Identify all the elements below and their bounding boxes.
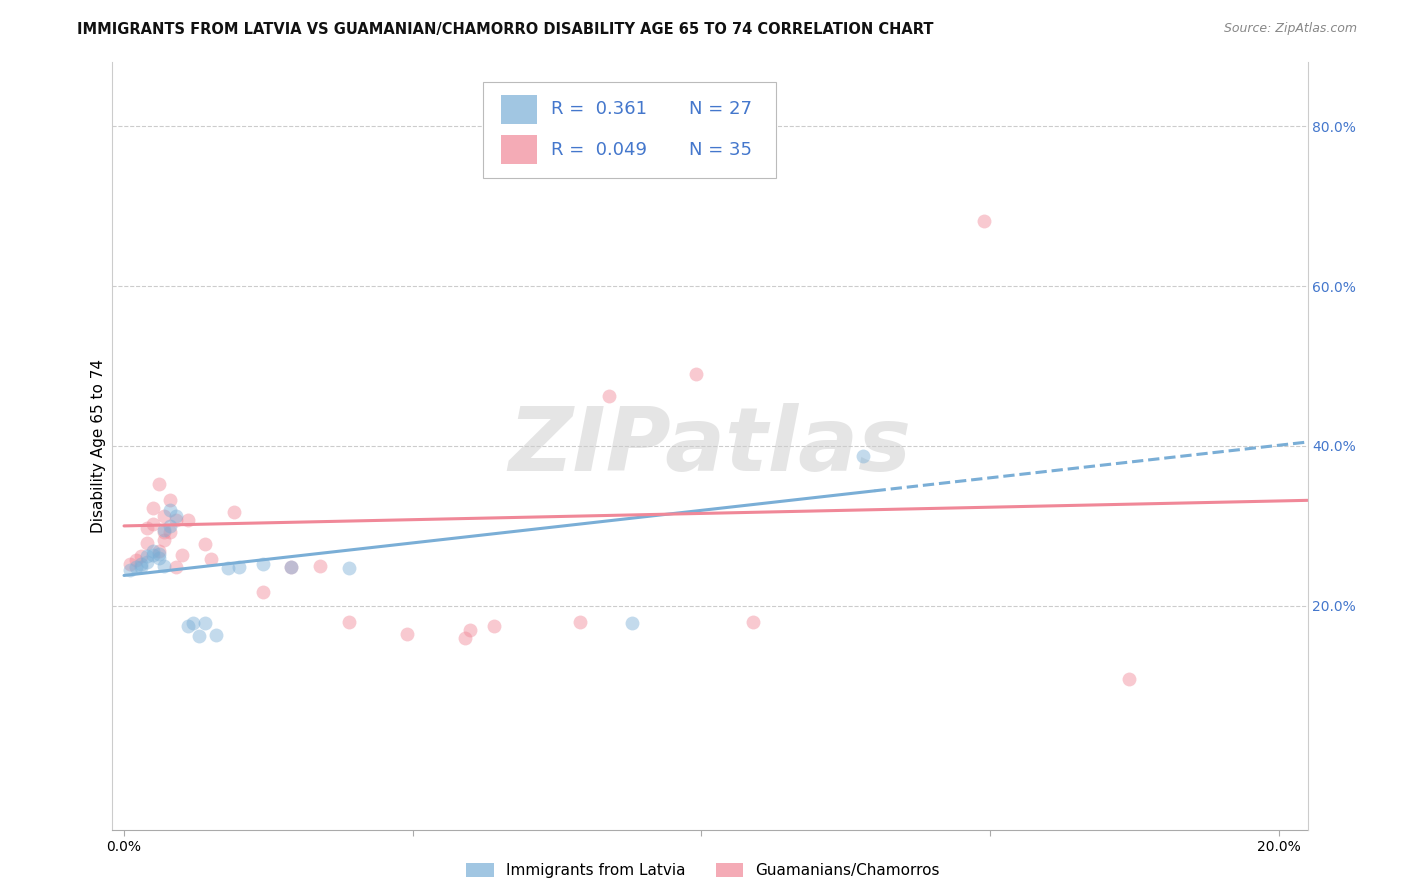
Text: Source: ZipAtlas.com: Source: ZipAtlas.com bbox=[1223, 22, 1357, 36]
Point bbox=[188, 629, 211, 643]
Point bbox=[194, 616, 217, 631]
Point bbox=[142, 517, 165, 532]
Bar bbox=[501, 95, 537, 124]
Point bbox=[222, 504, 245, 518]
Point bbox=[280, 560, 302, 574]
Point bbox=[453, 631, 475, 645]
Point bbox=[337, 561, 360, 575]
Point bbox=[176, 512, 198, 526]
Point bbox=[1118, 673, 1140, 687]
Point bbox=[136, 555, 159, 569]
Point bbox=[148, 550, 170, 565]
Y-axis label: Disability Age 65 to 74: Disability Age 65 to 74 bbox=[90, 359, 105, 533]
Point bbox=[460, 623, 482, 637]
Point bbox=[142, 549, 165, 563]
Point bbox=[148, 477, 170, 491]
Legend: Immigrants from Latvia, Guamanians/Chamorros: Immigrants from Latvia, Guamanians/Chamo… bbox=[460, 857, 946, 884]
Point bbox=[621, 616, 644, 631]
Point bbox=[205, 628, 228, 642]
Point bbox=[136, 549, 159, 564]
Point bbox=[217, 561, 239, 575]
Point bbox=[742, 615, 765, 629]
Point bbox=[852, 449, 875, 463]
Point bbox=[142, 544, 165, 558]
Text: N = 35: N = 35 bbox=[689, 141, 752, 159]
Point bbox=[309, 558, 332, 573]
Point bbox=[194, 537, 217, 551]
Point bbox=[153, 509, 176, 524]
FancyBboxPatch shape bbox=[484, 81, 776, 178]
Point bbox=[148, 547, 170, 561]
Text: R =  0.049: R = 0.049 bbox=[551, 141, 647, 159]
Point bbox=[159, 503, 181, 517]
Point bbox=[598, 389, 620, 403]
Point bbox=[159, 519, 181, 533]
Point bbox=[200, 552, 222, 566]
Point bbox=[153, 533, 176, 548]
Point bbox=[124, 553, 146, 567]
Point bbox=[280, 560, 302, 574]
Point bbox=[165, 512, 187, 526]
Point bbox=[148, 544, 170, 558]
Point bbox=[159, 525, 181, 540]
Point bbox=[685, 367, 707, 381]
Point bbox=[228, 560, 250, 574]
Point bbox=[124, 560, 146, 574]
Point bbox=[136, 536, 159, 550]
Point bbox=[252, 558, 274, 572]
Point bbox=[153, 525, 176, 540]
Point bbox=[131, 558, 153, 572]
Point bbox=[337, 615, 360, 629]
Point bbox=[176, 619, 198, 633]
Point bbox=[181, 616, 204, 631]
Text: IMMIGRANTS FROM LATVIA VS GUAMANIAN/CHAMORRO DISABILITY AGE 65 TO 74 CORRELATION: IMMIGRANTS FROM LATVIA VS GUAMANIAN/CHAM… bbox=[77, 22, 934, 37]
Point bbox=[569, 615, 592, 629]
Point bbox=[131, 549, 153, 564]
Point bbox=[118, 563, 141, 577]
Point bbox=[395, 627, 418, 641]
Text: ZIPatlas: ZIPatlas bbox=[509, 402, 911, 490]
Point bbox=[131, 560, 153, 574]
Point bbox=[142, 501, 165, 516]
Text: N = 27: N = 27 bbox=[689, 100, 752, 119]
Point bbox=[252, 585, 274, 599]
Point bbox=[973, 213, 995, 227]
Point bbox=[165, 560, 187, 574]
Bar bbox=[501, 136, 537, 164]
Point bbox=[482, 619, 505, 633]
Point bbox=[165, 509, 187, 524]
Point bbox=[159, 493, 181, 508]
Text: R =  0.361: R = 0.361 bbox=[551, 100, 647, 119]
Point bbox=[153, 558, 176, 573]
Point bbox=[170, 549, 193, 563]
Point bbox=[118, 558, 141, 572]
Point bbox=[136, 520, 159, 534]
Point bbox=[153, 523, 176, 537]
